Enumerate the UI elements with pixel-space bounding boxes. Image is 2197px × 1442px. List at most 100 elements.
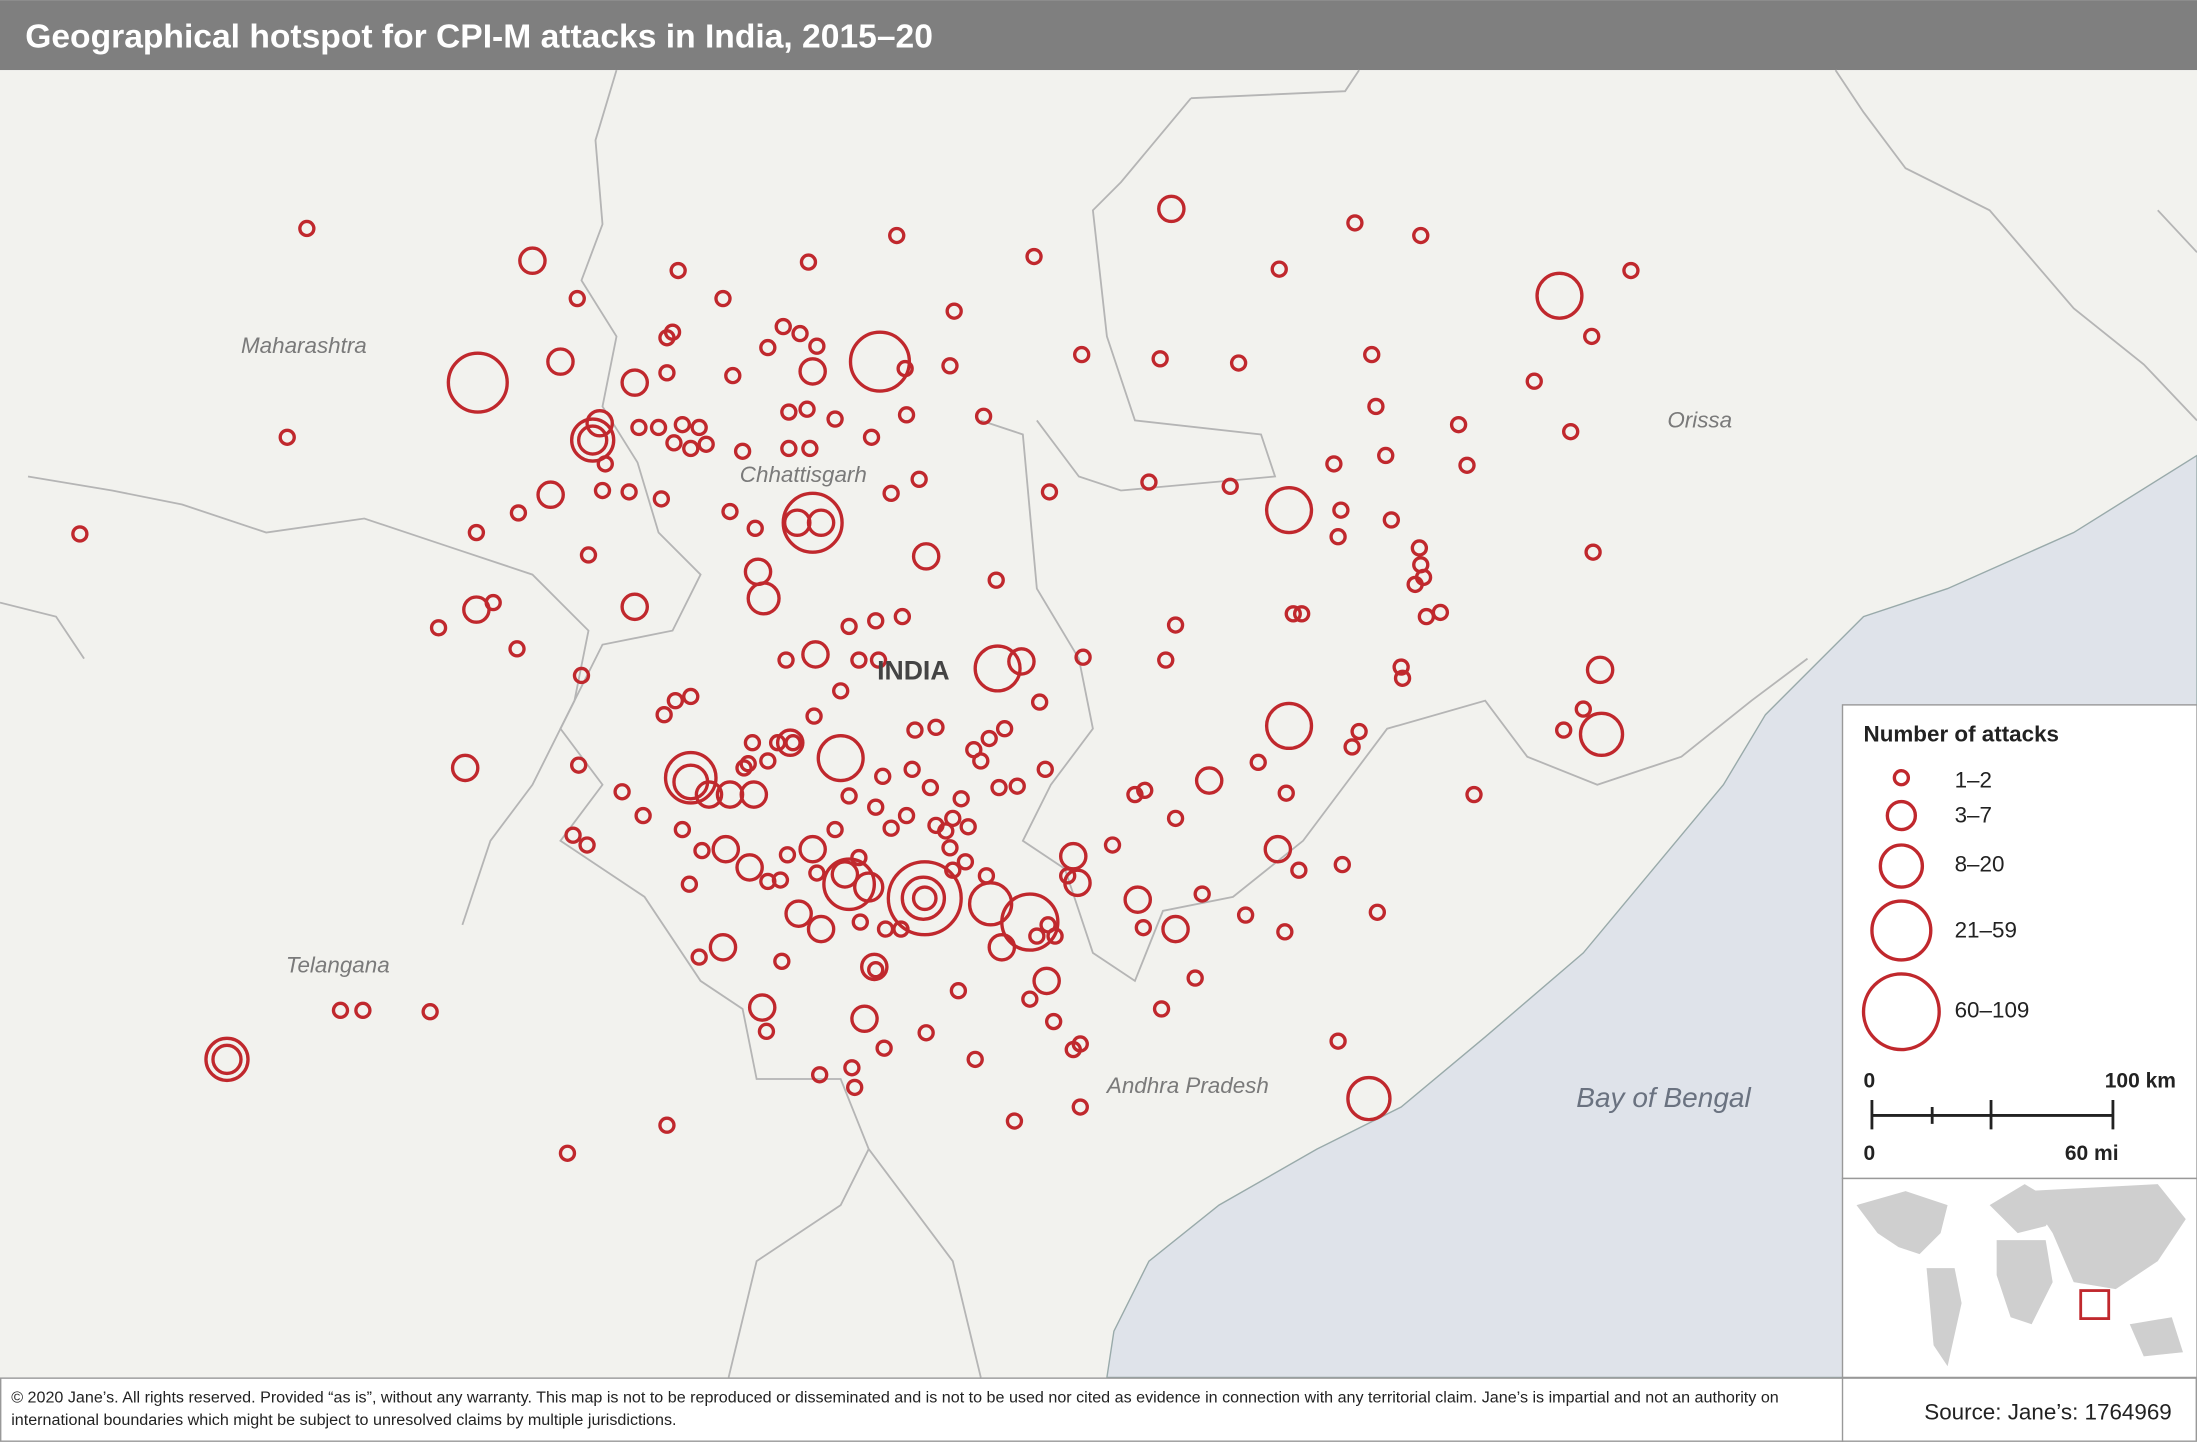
attack-marker — [816, 734, 865, 783]
attack-marker — [682, 439, 700, 458]
attack-marker — [945, 302, 963, 320]
attack-marker — [944, 809, 962, 828]
attack-marker — [1263, 834, 1293, 864]
legend-symbol — [1861, 972, 1941, 1052]
attack-marker — [1412, 226, 1430, 245]
attack-marker — [1329, 528, 1347, 546]
attack-marker — [658, 364, 676, 382]
attack-marker — [630, 418, 648, 437]
scale-label: 0 — [1864, 1069, 1876, 1092]
attack-marker — [848, 330, 912, 393]
attack-marker — [778, 846, 797, 864]
attack-marker — [805, 707, 823, 725]
attack-marker — [840, 787, 858, 805]
border — [27, 475, 590, 926]
attack-marker — [1236, 906, 1255, 924]
attack-marker — [850, 1004, 879, 1034]
attack-marker — [71, 525, 89, 543]
attack-marker — [1007, 647, 1036, 676]
attack-marker — [1578, 711, 1625, 758]
attack-marker — [941, 839, 959, 857]
footer-text: international boundaries which might be … — [11, 1411, 676, 1429]
attack-marker — [211, 1043, 243, 1076]
attack-marker — [1025, 247, 1043, 266]
attack-marker — [1044, 1012, 1063, 1031]
attack-marker — [1157, 651, 1175, 669]
attack-marker — [1346, 214, 1364, 232]
attack-marker — [1458, 456, 1476, 474]
attack-marker — [1284, 605, 1302, 623]
attack-marker — [853, 871, 885, 903]
footer-box — [0, 1377, 2197, 1442]
attack-marker — [204, 1036, 250, 1083]
attack-marker — [620, 592, 650, 622]
attack-marker — [780, 439, 798, 458]
attack-marker — [973, 644, 1022, 693]
attack-marker — [1136, 781, 1154, 800]
attack-marker — [1574, 700, 1592, 718]
attack-marker — [952, 790, 970, 808]
attack-marker — [1157, 194, 1186, 224]
scale-label: 100 km — [2105, 1069, 2176, 1092]
attack-marker — [1292, 605, 1311, 623]
attack-marker — [663, 323, 682, 341]
attack-marker — [799, 253, 818, 271]
attack-marker — [826, 410, 844, 428]
attack-marker — [331, 1001, 350, 1020]
attack-marker — [669, 261, 687, 280]
legend-label: 21–59 — [1955, 917, 2017, 942]
attack-marker — [1585, 655, 1615, 685]
attack-marker — [903, 760, 921, 779]
attack-marker — [450, 753, 480, 783]
attack-marker — [1584, 543, 1602, 561]
attack-marker — [801, 439, 819, 458]
attack-marker — [711, 834, 741, 864]
source-text: Source: Jane’s: 1764969 — [1924, 1399, 2171, 1424]
attack-marker — [673, 820, 692, 839]
attack-marker — [1554, 721, 1573, 739]
attack-marker — [634, 806, 652, 825]
attack-marker — [1040, 483, 1059, 501]
attack-marker — [746, 581, 781, 616]
attack-marker — [843, 1059, 861, 1077]
attack-marker — [1046, 927, 1064, 945]
attack-marker — [798, 400, 816, 418]
title: Geographical hotspot for CPI-M attacks i… — [25, 19, 933, 56]
attack-marker — [1028, 927, 1046, 945]
attack-marker — [808, 864, 826, 882]
attack-marker — [1030, 693, 1049, 711]
attack-marker — [665, 434, 683, 452]
attack-marker — [1071, 1098, 1089, 1116]
attack-marker — [429, 619, 448, 637]
attack-marker — [1193, 885, 1211, 903]
attack-marker — [941, 357, 959, 375]
attack-marker — [747, 993, 777, 1022]
attack-marker — [806, 914, 836, 944]
attack-marker — [1071, 1035, 1089, 1053]
attack-marker — [888, 226, 906, 245]
legend-symbol — [1885, 799, 1918, 832]
attack-marker — [620, 483, 638, 501]
attack-marker — [649, 418, 668, 437]
attack-marker — [1270, 260, 1288, 278]
attack-marker — [1194, 766, 1224, 795]
attack-marker — [1325, 455, 1343, 473]
attack-marker — [784, 899, 813, 928]
attack-marker — [1264, 701, 1314, 751]
attack-marker — [949, 982, 968, 1000]
attack-marker — [1406, 575, 1424, 594]
attack-marker — [775, 728, 805, 758]
legend-label: 60–109 — [1955, 997, 2030, 1022]
border — [1190, 69, 1360, 100]
attack-marker — [798, 834, 827, 864]
attack-marker — [910, 470, 928, 488]
border — [727, 1148, 870, 1378]
attack-marker — [546, 347, 575, 376]
attack-marker — [826, 820, 844, 839]
legend-label: 1–2 — [1955, 768, 1992, 793]
attack-marker — [578, 836, 596, 854]
attack-marker — [1063, 868, 1092, 898]
attack-marker — [840, 617, 858, 636]
attack-marker — [1382, 511, 1401, 529]
border — [1834, 69, 2197, 422]
